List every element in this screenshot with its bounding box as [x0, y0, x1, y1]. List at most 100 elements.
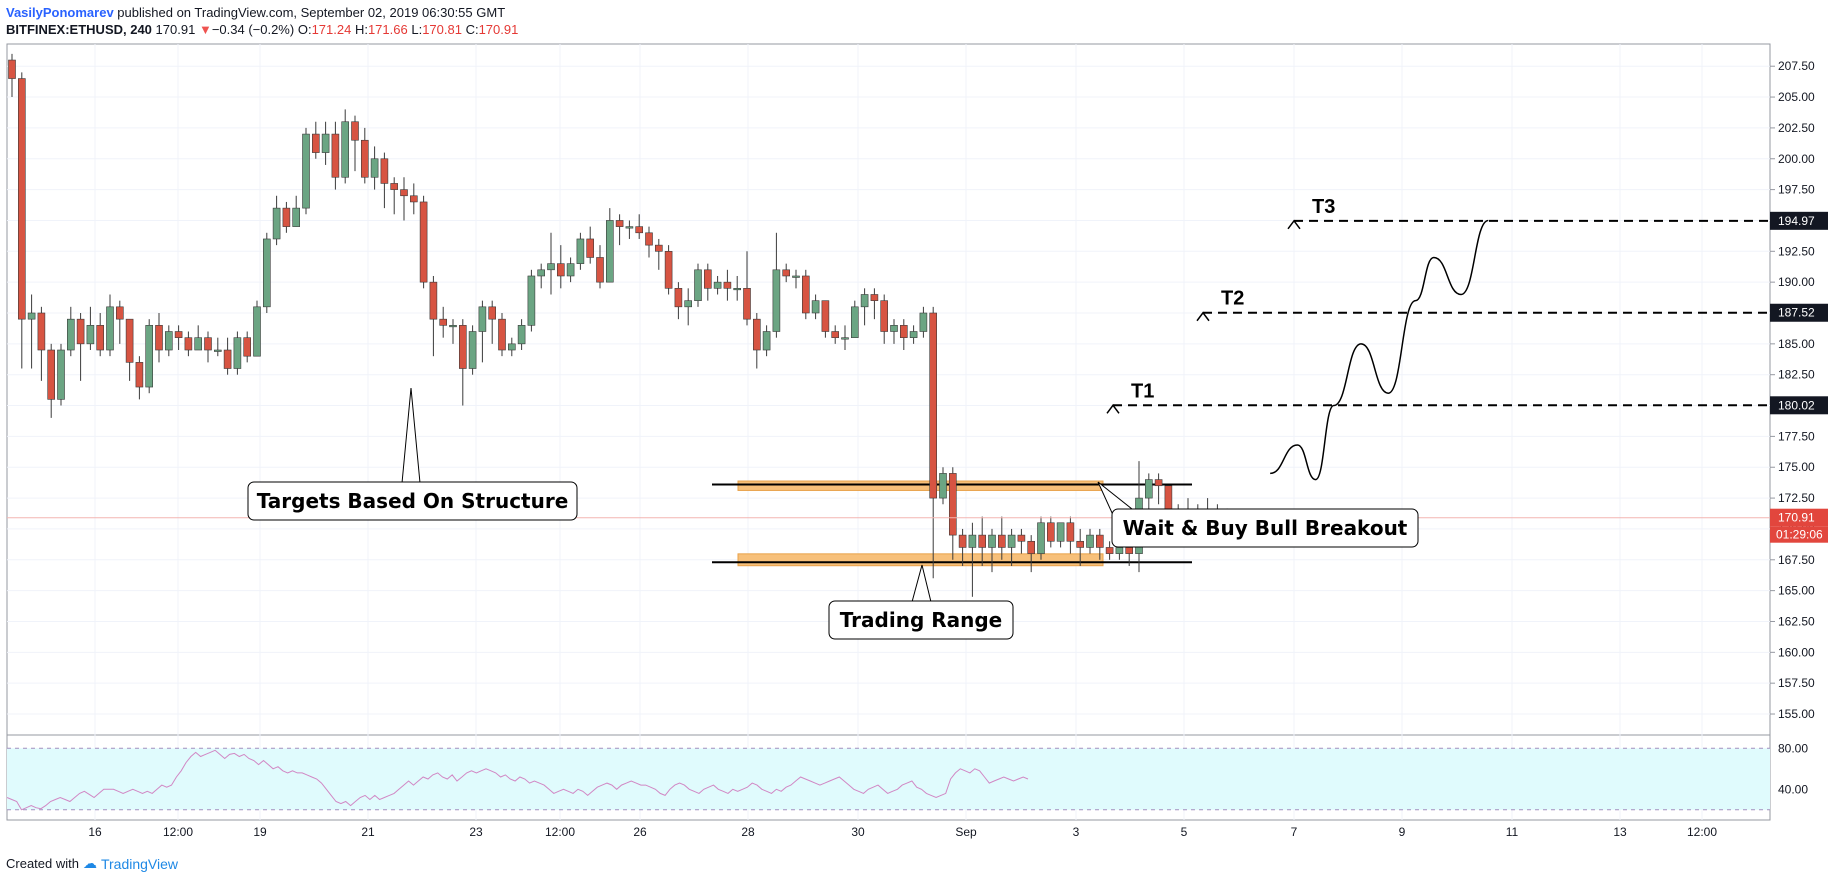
price-tick-label: 157.50 [1778, 676, 1815, 690]
time-tick-label: 13 [1613, 825, 1627, 839]
time-tick-label: 9 [1399, 825, 1406, 839]
candle-body [870, 294, 879, 301]
time-tick-label: 21 [361, 825, 375, 839]
candle-body [605, 220, 614, 283]
candle-body [380, 158, 389, 184]
publish-line: VasilyPonomarev published on TradingView… [6, 4, 518, 21]
price-tick-label: 207.50 [1778, 59, 1815, 73]
low-value: 170.81 [422, 22, 462, 37]
candle-body [733, 288, 742, 291]
candle-body [978, 534, 987, 548]
candle-body [292, 207, 301, 227]
candle-body [233, 337, 242, 369]
candle-body [498, 318, 506, 351]
candle-body [1056, 522, 1065, 542]
range-zone [737, 553, 1104, 567]
price-tick-label: 190.00 [1778, 275, 1815, 289]
plot-frame [6, 43, 1771, 821]
published-text: published on TradingView.com, September … [117, 5, 506, 20]
price-tick-label: 202.50 [1778, 121, 1815, 135]
candle-body [1037, 522, 1045, 554]
candle-body [684, 300, 693, 308]
chart-header: VasilyPonomarev published on TradingView… [6, 4, 518, 38]
time-tick-label: 11 [1506, 825, 1519, 839]
candle-body [125, 318, 134, 363]
candle-body [997, 534, 1006, 548]
candle-body [37, 312, 46, 351]
candle-body [488, 306, 497, 320]
close-label: C: [465, 22, 479, 37]
price-tick-label: 165.00 [1778, 584, 1815, 598]
candle-body [811, 300, 820, 314]
target-price-badge-label: 194.97 [1778, 214, 1815, 228]
target-label-t1: T1 [1131, 380, 1154, 402]
candle-body [1086, 534, 1094, 548]
target-price-badge-label: 187.52 [1778, 306, 1815, 320]
candle-body [694, 269, 702, 301]
candle-body [762, 331, 771, 351]
candle-body [135, 362, 144, 388]
candle-body [214, 349, 222, 352]
candle-body [654, 244, 663, 252]
footer: Created with ☁ TradingView [6, 855, 178, 872]
structure-callout-pointer [401, 387, 421, 484]
candle-body [67, 318, 75, 351]
candle-body [939, 473, 947, 499]
candle-body [517, 325, 526, 345]
price-tick-label: 192.50 [1778, 244, 1815, 258]
price-tick-label: 197.50 [1778, 183, 1815, 197]
candle-body [948, 473, 957, 536]
candle-body [1017, 534, 1026, 542]
breakout-callout-box [1111, 508, 1419, 548]
price-tick-label: 175.00 [1778, 460, 1815, 474]
target-price-badge [1770, 396, 1828, 415]
candle-body [86, 325, 95, 345]
created-with-text: Created with [6, 856, 79, 871]
candle-body [1154, 479, 1163, 487]
candle-body [850, 306, 859, 338]
time-tick-label: 19 [253, 825, 267, 839]
change-text: −0.34 (−0.2%) [211, 22, 295, 37]
candle-body [1125, 547, 1133, 554]
tradingview-brand[interactable]: TradingView [100, 855, 179, 872]
time-tick-label: 12:00 [545, 825, 575, 839]
candle-body [929, 312, 938, 499]
candle-body [184, 337, 193, 351]
time-tick-label: 23 [469, 825, 483, 839]
time-tick-label: 28 [741, 825, 755, 839]
target-label-t3: T3 [1312, 196, 1335, 218]
last-price-text: 170.91 [155, 22, 196, 37]
candle-body [821, 300, 830, 332]
candle-body [429, 281, 438, 320]
candle-body [155, 325, 163, 351]
candle-body [1076, 540, 1084, 548]
candle-body [174, 331, 183, 338]
symbol-label[interactable]: BITFINEX:ETHUSD, 240 [6, 22, 152, 37]
projection-arrow-icon [1287, 219, 1301, 230]
candle-body [282, 207, 291, 227]
candle-body [723, 281, 732, 289]
candle-body [370, 158, 379, 178]
projection-arrow-icon [1196, 311, 1210, 322]
range-callout-text: Trading Range [840, 608, 1003, 632]
candle-body [390, 183, 399, 190]
time-tick-label: 30 [851, 825, 865, 839]
candle-body [782, 269, 791, 277]
author-link[interactable]: VasilyPonomarev [6, 5, 114, 20]
projection-path [1270, 219, 1489, 481]
candle-body [537, 269, 546, 277]
target-price-badge [1770, 211, 1828, 230]
candle-body [625, 226, 634, 229]
ohlc-line: BITFINEX:ETHUSD, 240 170.91 ▼−0.34 (−0.2… [6, 21, 518, 38]
time-tick-label: Sep [955, 825, 977, 839]
time-tick-label: 7 [1291, 825, 1298, 839]
candle-body [645, 232, 653, 246]
range-callout-pointer [911, 564, 932, 603]
price-tick-label: 160.00 [1778, 645, 1815, 659]
price-tick-label: 185.00 [1778, 337, 1815, 351]
target-label-t2: T2 [1221, 288, 1244, 310]
breakout-callout-text: Wait & Buy Bull Breakout [1123, 516, 1408, 540]
time-tick-label: 5 [1181, 825, 1188, 839]
candle-body [419, 201, 428, 283]
